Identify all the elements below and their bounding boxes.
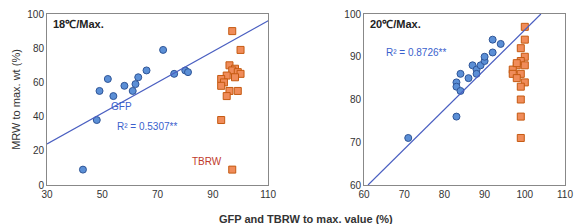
svg-text:60: 60 [350,180,362,191]
svg-text:80: 80 [350,94,362,105]
svg-text:100: 100 [344,9,361,20]
svg-text:R² = 0.8726**: R² = 0.8726** [386,47,446,58]
svg-text:90: 90 [479,189,491,200]
svg-text:80: 80 [33,43,45,54]
svg-text:80: 80 [439,189,451,200]
svg-text:18℃/Max.: 18℃/Max. [53,18,104,30]
svg-text:GFP: GFP [111,101,132,112]
svg-text:110: 110 [260,189,276,200]
svg-text:20: 20 [33,145,45,156]
svg-text:30: 30 [41,189,53,200]
svg-text:110: 110 [557,189,573,200]
svg-text:70: 70 [350,137,362,148]
svg-text:60: 60 [33,77,45,88]
svg-text:R² = 0.5307**: R² = 0.5307** [117,121,177,132]
svg-text:90: 90 [207,189,219,200]
svg-text:60: 60 [358,189,370,200]
svg-text:90: 90 [350,51,362,62]
svg-text:70: 70 [152,189,164,200]
svg-text:40: 40 [33,111,45,122]
svg-text:70: 70 [399,189,411,200]
svg-text:TBRW: TBRW [192,156,222,167]
svg-text:GFP and TBRW to max. value (%): GFP and TBRW to max. value (%) [219,213,393,224]
svg-text:100: 100 [516,189,533,200]
svg-text:MRW to max. wt (%): MRW to max. wt (%) [10,49,22,150]
svg-text:50: 50 [97,189,109,200]
svg-text:100: 100 [27,9,44,20]
svg-text:0: 0 [38,180,44,191]
svg-text:20℃/Max.: 20℃/Max. [370,18,421,30]
